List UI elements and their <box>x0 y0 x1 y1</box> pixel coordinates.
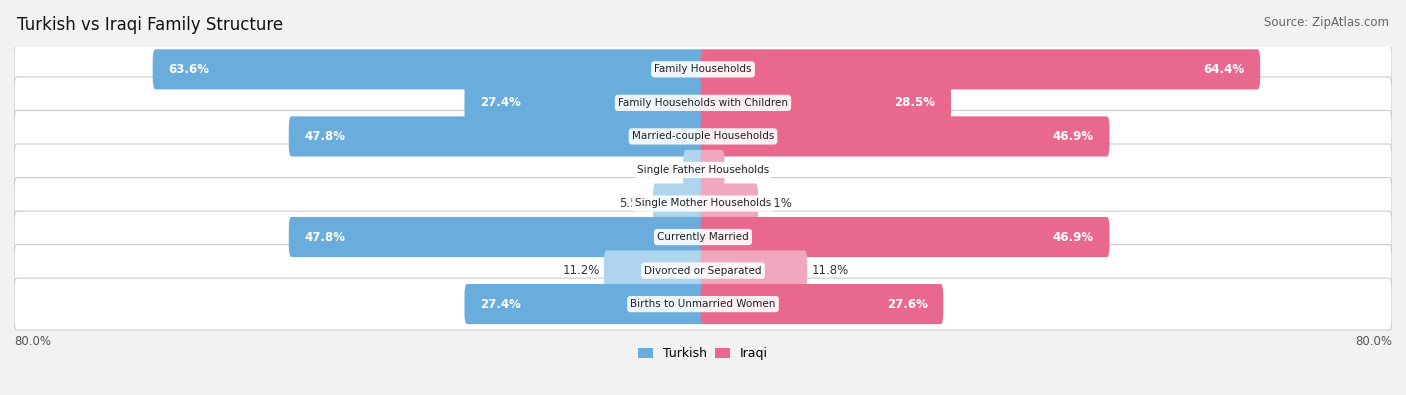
Text: 63.6%: 63.6% <box>169 63 209 76</box>
Text: 64.4%: 64.4% <box>1204 63 1244 76</box>
Text: 5.5%: 5.5% <box>619 197 648 210</box>
FancyBboxPatch shape <box>153 49 706 89</box>
Text: Divorced or Separated: Divorced or Separated <box>644 265 762 276</box>
Text: 46.9%: 46.9% <box>1053 231 1094 244</box>
Legend: Turkish, Iraqi: Turkish, Iraqi <box>633 342 773 365</box>
FancyBboxPatch shape <box>14 245 1392 297</box>
FancyBboxPatch shape <box>14 43 1392 95</box>
Text: Family Households: Family Households <box>654 64 752 74</box>
FancyBboxPatch shape <box>605 250 706 291</box>
FancyBboxPatch shape <box>683 150 706 190</box>
Text: 6.1%: 6.1% <box>762 197 793 210</box>
Text: 27.4%: 27.4% <box>479 96 520 109</box>
FancyBboxPatch shape <box>14 211 1392 263</box>
FancyBboxPatch shape <box>700 49 1260 89</box>
FancyBboxPatch shape <box>700 217 1109 257</box>
FancyBboxPatch shape <box>288 117 706 156</box>
FancyBboxPatch shape <box>288 217 706 257</box>
Text: 28.5%: 28.5% <box>894 96 935 109</box>
FancyBboxPatch shape <box>14 278 1392 330</box>
Text: 11.8%: 11.8% <box>811 264 849 277</box>
FancyBboxPatch shape <box>700 150 724 190</box>
Text: 46.9%: 46.9% <box>1053 130 1094 143</box>
FancyBboxPatch shape <box>700 83 950 123</box>
Text: Married-couple Households: Married-couple Households <box>631 132 775 141</box>
Text: 80.0%: 80.0% <box>14 335 51 348</box>
Text: 2.2%: 2.2% <box>728 164 759 177</box>
FancyBboxPatch shape <box>14 77 1392 129</box>
FancyBboxPatch shape <box>14 177 1392 229</box>
Text: Births to Unmarried Women: Births to Unmarried Women <box>630 299 776 309</box>
FancyBboxPatch shape <box>652 183 706 224</box>
Text: Currently Married: Currently Married <box>657 232 749 242</box>
Text: Single Mother Households: Single Mother Households <box>636 199 770 209</box>
Text: 27.6%: 27.6% <box>887 297 928 310</box>
Text: Turkish vs Iraqi Family Structure: Turkish vs Iraqi Family Structure <box>17 16 283 34</box>
FancyBboxPatch shape <box>700 250 807 291</box>
Text: Source: ZipAtlas.com: Source: ZipAtlas.com <box>1264 16 1389 29</box>
FancyBboxPatch shape <box>700 117 1109 156</box>
FancyBboxPatch shape <box>14 144 1392 196</box>
Text: 80.0%: 80.0% <box>1355 335 1392 348</box>
FancyBboxPatch shape <box>14 111 1392 162</box>
Text: 27.4%: 27.4% <box>479 297 520 310</box>
Text: Single Father Households: Single Father Households <box>637 165 769 175</box>
FancyBboxPatch shape <box>464 284 706 324</box>
FancyBboxPatch shape <box>700 284 943 324</box>
Text: 47.8%: 47.8% <box>304 130 346 143</box>
Text: 47.8%: 47.8% <box>304 231 346 244</box>
FancyBboxPatch shape <box>464 83 706 123</box>
Text: 11.2%: 11.2% <box>562 264 599 277</box>
Text: Family Households with Children: Family Households with Children <box>619 98 787 108</box>
Text: 2.0%: 2.0% <box>650 164 679 177</box>
FancyBboxPatch shape <box>700 183 758 224</box>
